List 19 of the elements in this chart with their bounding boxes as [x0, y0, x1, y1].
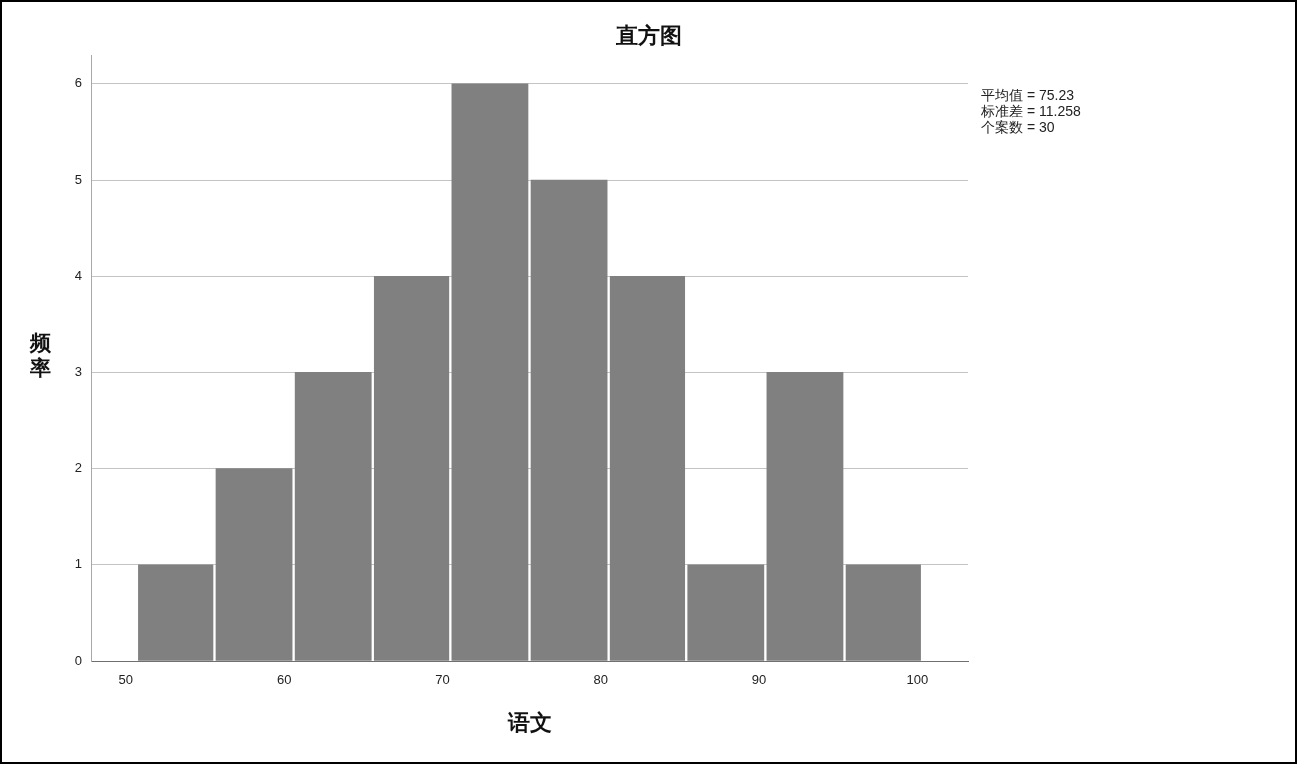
x-axis-title: 语文: [506, 710, 553, 736]
x-tick-label: 100: [906, 672, 929, 688]
x-tick-label: 70: [435, 672, 450, 688]
y-axis-title: 频率: [28, 330, 52, 380]
y-tick-label: 5: [74, 171, 82, 187]
x-tick-label: 90: [751, 672, 767, 688]
y-tick-label: 3: [74, 364, 82, 380]
chart-title: 直方图: [614, 23, 683, 49]
y-tick-label: 6: [74, 75, 82, 91]
text: 标准差 = 11.258: [981, 103, 1081, 119]
x-tick-label: 50: [118, 672, 134, 688]
x-tick-label: 60: [276, 672, 292, 688]
y-tick-label: 0: [74, 652, 82, 668]
text: 个案数 = 30: [981, 119, 1056, 135]
y-tick-label: 1: [74, 556, 82, 572]
y-tick-label: 2: [74, 460, 82, 476]
text: 平均值 = 75.23: [981, 87, 1075, 103]
y-tick-label: 4: [74, 267, 82, 283]
x-tick-label: 80: [593, 672, 608, 688]
